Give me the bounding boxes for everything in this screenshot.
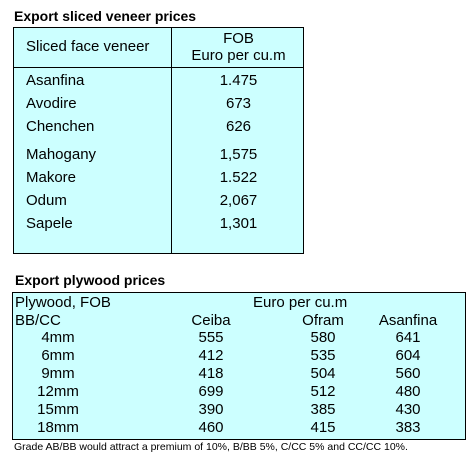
species-header: Asanfina bbox=[378, 312, 438, 329]
plywood-table: Plywood, FOB Euro per cu.m BB/CC Ceiba O… bbox=[12, 292, 466, 440]
veneer-row-name: Asanfina bbox=[26, 72, 85, 89]
plywood-price: 460 bbox=[198, 419, 224, 436]
plywood-price: 580 bbox=[310, 329, 336, 346]
veneer-row-name: Chenchen bbox=[26, 118, 95, 135]
plywood-price: 560 bbox=[395, 365, 421, 382]
plywood-size: 9mm bbox=[41, 365, 75, 382]
plywood-size: 4mm bbox=[41, 329, 75, 346]
plywood-price: 555 bbox=[198, 329, 224, 346]
plywood-price: 641 bbox=[395, 329, 421, 346]
plywood-price: 390 bbox=[198, 401, 224, 418]
plywood-footnote: Grade AB/BB would attract a premium of 1… bbox=[14, 441, 408, 453]
species-header: Ofram bbox=[302, 312, 344, 329]
plywood-price: 383 bbox=[395, 419, 421, 436]
plywood-title: Export plywood prices bbox=[15, 272, 166, 288]
veneer-table: Sliced face veneer FOB Euro per cu.m Asa… bbox=[13, 27, 304, 254]
veneer-col2-header-line2: Euro per cu.m bbox=[191, 47, 286, 64]
veneer-row-name: Avodire bbox=[26, 95, 77, 112]
plywood-size: 15mm bbox=[37, 401, 79, 418]
veneer-col1-header: Sliced face veneer bbox=[26, 38, 150, 55]
plywood-price: 415 bbox=[310, 419, 336, 436]
plywood-price: 480 bbox=[395, 383, 421, 400]
header-divider bbox=[14, 67, 303, 68]
plywood-price: 699 bbox=[198, 383, 224, 400]
veneer-title: Export sliced veneer prices bbox=[14, 8, 197, 24]
plywood-header-right: Euro per cu.m bbox=[253, 294, 348, 311]
plywood-price: 412 bbox=[198, 347, 224, 364]
veneer-row-value: 673 bbox=[225, 95, 252, 112]
veneer-row-name: Makore bbox=[26, 169, 77, 186]
plywood-price: 430 bbox=[395, 401, 421, 418]
plywood-grade-label: BB/CC bbox=[15, 312, 61, 329]
plywood-price: 604 bbox=[395, 347, 421, 364]
plywood-price: 512 bbox=[310, 383, 336, 400]
plywood-size: 12mm bbox=[37, 383, 79, 400]
veneer-row-value: 626 bbox=[225, 118, 252, 135]
plywood-size: 18mm bbox=[37, 419, 79, 436]
column-divider bbox=[171, 28, 172, 253]
veneer-col2-header-line1: FOB bbox=[223, 30, 254, 47]
plywood-header-left: Plywood, FOB bbox=[15, 294, 111, 311]
veneer-row-name: Odum bbox=[26, 192, 67, 209]
species-header: Ceiba bbox=[191, 312, 231, 329]
plywood-price: 504 bbox=[310, 365, 336, 382]
veneer-row-value: 2,067 bbox=[219, 192, 258, 209]
veneer-row-value: 1.522 bbox=[219, 169, 258, 186]
veneer-row-name: Mahogany bbox=[26, 146, 97, 163]
plywood-price: 418 bbox=[198, 365, 224, 382]
veneer-row-value: 1.475 bbox=[219, 72, 258, 89]
veneer-row-value: 1,301 bbox=[219, 215, 258, 232]
plywood-price: 385 bbox=[310, 401, 336, 418]
veneer-row-value: 1,575 bbox=[219, 146, 258, 163]
plywood-size: 6mm bbox=[41, 347, 75, 364]
plywood-price: 535 bbox=[310, 347, 336, 364]
veneer-row-name: Sapele bbox=[26, 215, 73, 232]
